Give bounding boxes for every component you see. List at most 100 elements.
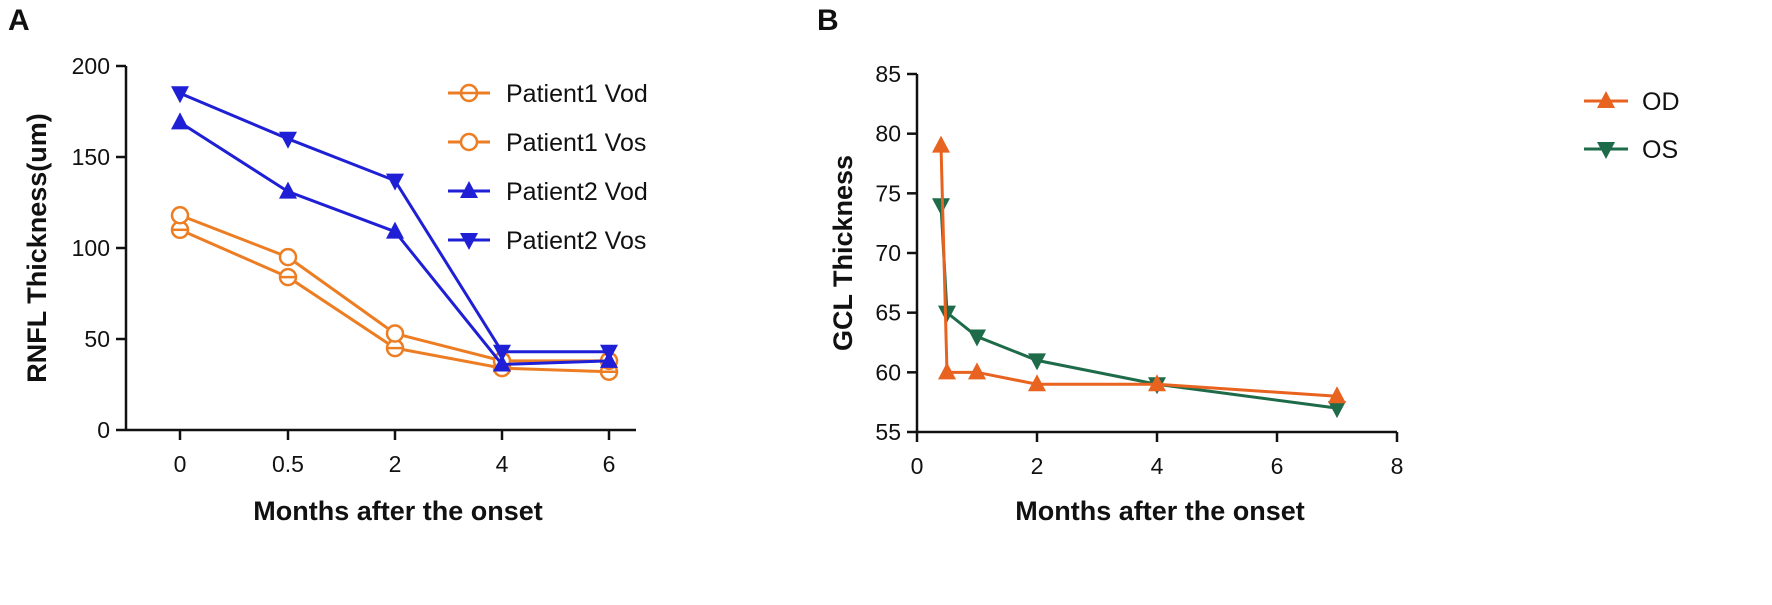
b-y-tick-label: 60 [875, 359, 901, 385]
b-data-point [1148, 374, 1166, 392]
a-y-tick-label: 50 [84, 326, 110, 352]
a-legend-label: Patient1 Vos [506, 129, 646, 157]
b-series-od [932, 135, 1346, 404]
a-y-tick-label: 150 [72, 144, 110, 170]
b-data-point [932, 198, 950, 216]
b-x-axis-title: Months after the onset [1015, 496, 1305, 526]
b-legend-marker [1597, 142, 1615, 159]
b-legend-label: OD [1642, 88, 1680, 116]
b-data-point-shape [968, 362, 986, 380]
a-data-point [386, 221, 404, 239]
a-x-tick-label: 6 [603, 451, 616, 477]
b-y-tick-label: 70 [875, 240, 901, 266]
a-data-point [171, 112, 189, 130]
panel-b-label: B [817, 4, 839, 37]
b-data-point [968, 329, 986, 347]
b-legend-marker [1597, 91, 1615, 108]
a-data-point [600, 344, 618, 362]
chart-b: 55 60 65 70 75 80 85 0 2 4 6 8 Months after the onse… [828, 61, 1680, 526]
a-series-patient2-vod: Patient2 Vod [171, 112, 648, 372]
a-legend-marker [460, 181, 478, 198]
a-legend-label: Patient2 Vos [506, 227, 646, 255]
a-data-point-shape [386, 221, 404, 239]
a-data-point [278, 247, 298, 267]
a-data-point-shape [600, 344, 618, 362]
a-legend-marker [459, 83, 479, 103]
b-data-point-shape [1148, 374, 1166, 392]
b-data-point-shape [932, 135, 950, 153]
a-data-point-shape [279, 181, 297, 199]
b-series-line [939, 145, 1338, 398]
a-legend-marker-ring [459, 132, 479, 152]
a-data-point [171, 86, 189, 104]
b-y-tick-label: 75 [875, 180, 901, 206]
a-legend-label: Patient2 Vod [506, 178, 648, 206]
a-legend-marker [459, 132, 479, 152]
a-data-point-shape [279, 131, 297, 149]
b-data-point [932, 135, 950, 153]
a-data-point [493, 344, 511, 362]
b-y-tick-label: 65 [875, 300, 901, 326]
a-x-tick-label: 4 [496, 451, 509, 477]
a-data-point [279, 181, 297, 199]
a-data-point-shape [493, 344, 511, 362]
b-y-tick-label: 55 [875, 419, 901, 445]
a-data-point [170, 205, 190, 225]
a-data-point-shape [493, 354, 511, 372]
a-series-patient2-vos: Patient2 Vos [171, 86, 646, 362]
b-data-point [938, 305, 956, 323]
a-x-tick-label: 2 [389, 451, 402, 477]
b-x-tick-label: 4 [1151, 453, 1164, 479]
b-y-axis-title: GCL Thickness [828, 155, 858, 351]
b-data-point [1328, 386, 1346, 404]
b-legend-label: OS [1642, 136, 1678, 164]
a-x-tick-label: 0 [174, 451, 187, 477]
a-data-point-ring [385, 324, 405, 343]
b-legend-marker-shape [1597, 91, 1615, 108]
a-y-axis-title: RNFL Thickness(um) [22, 113, 52, 383]
a-data-point-ring [170, 205, 190, 225]
b-legend-item-os: OS [1584, 136, 1678, 164]
b-x-tick-label: 6 [1271, 453, 1284, 479]
a-data-point-shape [171, 112, 189, 130]
b-data-point [1028, 374, 1046, 392]
a-series-patient1-vod: Patient1 Vod [170, 80, 648, 382]
b-data-point-shape [1028, 353, 1046, 371]
a-data-point-shape [386, 173, 404, 191]
b-data-point [1328, 401, 1346, 419]
a-data-point-shape [171, 86, 189, 104]
b-x-tick-label: 2 [1031, 453, 1044, 479]
chart-a: 0 50 100 150 200 0 0.5 2 4 6 Months after the onse… [22, 53, 648, 526]
b-y-tick-label: 80 [875, 121, 901, 147]
b-x-tick-label: 0 [911, 453, 924, 479]
a-data-point [278, 267, 298, 287]
a-data-point [493, 354, 511, 372]
b-data-point [968, 362, 986, 380]
b-data-point-shape [1328, 386, 1346, 404]
a-legend-marker [460, 233, 478, 250]
a-y-tick-label: 200 [72, 53, 110, 79]
b-data-point [1028, 353, 1046, 371]
b-data-point [938, 362, 956, 380]
a-x-axis-title: Months after the onset [253, 496, 543, 526]
b-data-point-shape [1328, 401, 1346, 419]
a-data-point [386, 173, 404, 191]
b-x-tick-label: 8 [1391, 453, 1404, 479]
b-data-point-shape [938, 305, 956, 323]
b-data-point-shape [968, 329, 986, 347]
a-x-tick-label: 0.5 [272, 451, 304, 477]
b-data-point-shape [932, 198, 950, 216]
a-y-tick-label: 100 [72, 235, 110, 261]
a-data-point [385, 324, 405, 343]
a-legend-label: Patient1 Vod [506, 80, 648, 108]
a-series-patient1-vos: Patient1 Vos [170, 129, 646, 371]
b-y-tick-label: 85 [875, 61, 901, 87]
b-data-point-shape [938, 362, 956, 380]
a-y-tick-label: 0 [97, 417, 110, 443]
b-data-point-shape [1028, 374, 1046, 392]
a-legend-marker-shape [460, 181, 478, 198]
b-legend-marker-shape [1597, 142, 1615, 159]
a-legend-marker-shape [460, 233, 478, 250]
panel-a-label: A [8, 4, 30, 37]
